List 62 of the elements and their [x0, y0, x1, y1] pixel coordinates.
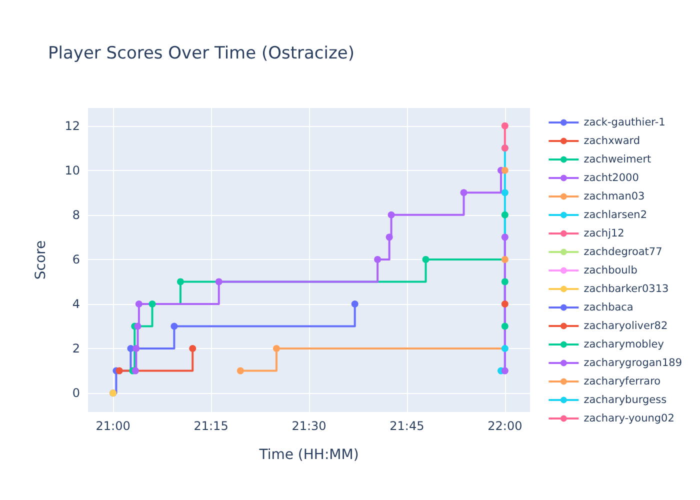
point: [501, 367, 508, 374]
legend-label: zacharymobley: [584, 338, 664, 350]
legend-label: zacharyburgess: [584, 394, 667, 406]
point: [116, 367, 123, 374]
x-tick-label: 21:30: [292, 419, 326, 433]
chart-title: Player Scores Over Time (Ostracize): [48, 44, 355, 64]
legend-label: zachlarsen2: [584, 209, 648, 221]
y-tick-label: 6: [72, 252, 80, 266]
legend-label: zachboulb: [584, 264, 638, 276]
point: [501, 300, 508, 308]
point: [148, 300, 156, 308]
legend-label: zachbarker0313: [584, 283, 669, 295]
point: [170, 322, 178, 330]
point: [501, 278, 508, 286]
legend-label: zachxward: [584, 135, 640, 147]
point: [374, 256, 382, 263]
point: [189, 345, 196, 352]
x-tick-label: 21:45: [390, 419, 424, 433]
point: [132, 367, 139, 374]
point: [501, 189, 508, 196]
y-axis-title: Score: [33, 240, 49, 280]
y-tick-label: 8: [72, 208, 80, 222]
y-tick-label: 4: [72, 296, 80, 311]
point: [176, 278, 184, 286]
point: [501, 345, 508, 352]
y-tick-label: 10: [64, 163, 80, 178]
legend-label: zachweimert: [584, 154, 652, 166]
point: [388, 211, 395, 218]
legend-label: zachj12: [584, 228, 624, 240]
legend-label: zacharyferraro: [584, 376, 661, 388]
point: [501, 322, 508, 330]
point: [422, 256, 430, 263]
y-tick-label: 12: [64, 118, 80, 133]
x-tick-label: 21:00: [96, 419, 130, 433]
x-tick-label: 21:15: [194, 419, 228, 433]
y-tick-label: 2: [72, 342, 80, 356]
point: [501, 211, 508, 218]
legend-label: zacht2000: [584, 172, 639, 184]
x-tick-label: 22:00: [488, 419, 522, 433]
point: [351, 300, 358, 308]
point: [501, 166, 508, 174]
legend-label: zack-gauthier-1: [584, 116, 666, 128]
point: [501, 122, 508, 130]
y-tick-label: 0: [72, 386, 80, 400]
legend-label: zachdegroat77: [584, 246, 662, 258]
point: [460, 189, 468, 196]
point: [132, 345, 140, 352]
x-axis-title: Time (HH:MM): [258, 447, 359, 463]
legend-label: zacharygrogan189: [584, 357, 682, 369]
legend-label: zachary-young02: [584, 412, 674, 424]
point: [272, 345, 280, 352]
point: [501, 256, 508, 263]
point: [135, 300, 142, 308]
legend-label: zacharyoliver82: [584, 320, 668, 332]
point: [127, 345, 134, 352]
point: [236, 367, 244, 374]
legend-label: zachman03: [584, 190, 645, 202]
legend-label: zachbaca: [584, 302, 634, 314]
point: [215, 278, 222, 286]
point: [134, 322, 142, 330]
point: [386, 234, 393, 241]
point: [501, 234, 508, 241]
